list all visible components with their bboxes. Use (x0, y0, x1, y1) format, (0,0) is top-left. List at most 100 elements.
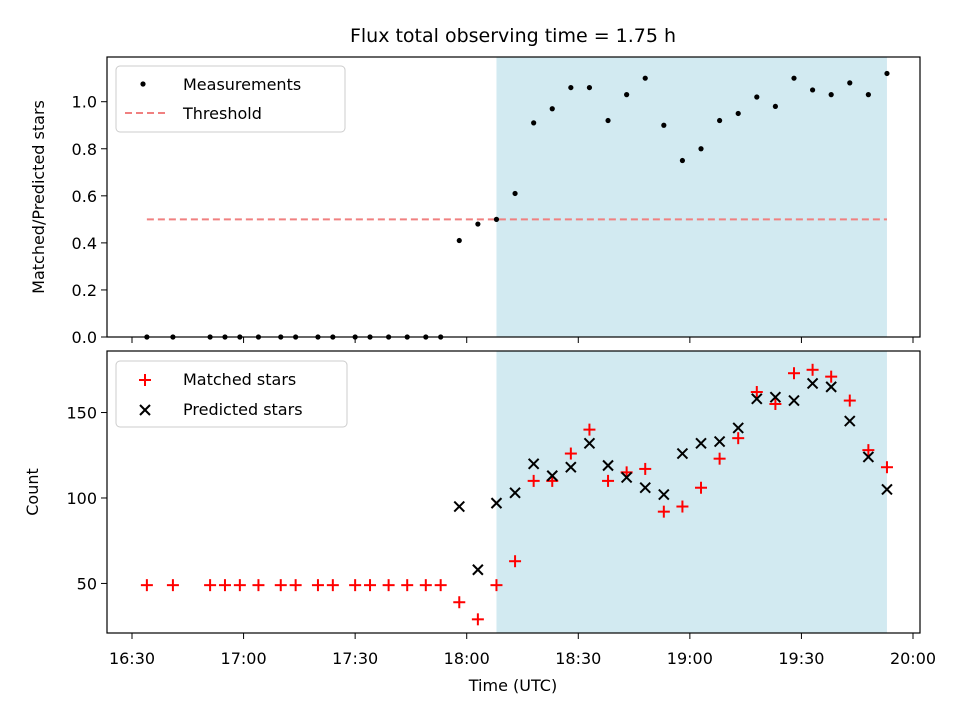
bottom-legend: Matched stars Predicted stars (115, 360, 348, 428)
predicted-star-point-b (546, 470, 558, 482)
x-tick-label: 17:30 (332, 649, 378, 668)
legend-predicted-marker (139, 404, 151, 416)
top-y-axis-label: Matched/Predicted stars (29, 100, 48, 294)
top-axes-frame (106, 56, 921, 338)
matched-star-point (401, 579, 414, 592)
matched-star-point (695, 481, 708, 494)
x-axis-label: Time (UTC) (468, 676, 557, 695)
predicted-star-point (472, 564, 484, 576)
legend-measurements-label: Measurements (183, 75, 301, 94)
measurement-point (791, 75, 797, 81)
predicted-star-point-b (490, 497, 503, 509)
legend-measurement-marker (140, 81, 146, 87)
bottom-y-axis-label: Count (23, 468, 42, 516)
predicted-star-point-b (509, 487, 521, 499)
bottom-y-tick-label: 150 (66, 404, 97, 423)
matched-star-point (140, 579, 153, 592)
matched-star-point (289, 579, 302, 592)
x-tick-label: 19:00 (667, 649, 713, 668)
legend-predicted-cross (139, 404, 151, 416)
predicted-star-point-b (844, 415, 856, 427)
predicted-star-point-b (639, 482, 651, 494)
matched-star-point (843, 394, 856, 407)
bottom-shaded-region (496, 351, 887, 633)
predicted-star-point-b (788, 394, 800, 407)
predicted-star-point (583, 437, 596, 449)
matched-star-point (382, 579, 395, 592)
matched-star-point (434, 579, 447, 592)
x-tick-label: 19:30 (778, 649, 824, 668)
measurement-point (568, 84, 574, 91)
matched-star-point (166, 579, 179, 592)
bottom-y-tick-label: 100 (66, 489, 97, 508)
matched-star-point (713, 452, 726, 465)
measurement-point (735, 110, 741, 117)
top-y-tick-label: 0.8 (72, 140, 97, 159)
predicted-star-point (769, 391, 782, 403)
measurement-point (456, 237, 462, 244)
matched-star-point (419, 579, 432, 592)
matched-star-point (880, 461, 893, 474)
top-shaded-region (496, 57, 887, 337)
predicted-star-point (453, 500, 465, 513)
measurement-point (828, 92, 834, 98)
predicted-star-point-b (881, 483, 893, 496)
matched-star-point (233, 579, 246, 592)
predicted-star-point-b (565, 461, 577, 473)
top-legend-box (115, 65, 346, 133)
predicted-star-point-b (713, 435, 726, 448)
bottom-axes-frame (106, 350, 921, 634)
predicted-star-point-b (825, 381, 837, 393)
matched-star-point (453, 596, 466, 609)
predicted-star-point (658, 488, 670, 501)
chart-title: Flux total observing time = 1.75 h (350, 25, 676, 47)
predicted-star-point (620, 471, 633, 484)
x-tick-label: 17:00 (221, 649, 267, 668)
predicted-star-point-b (862, 451, 875, 463)
measurement-point (586, 84, 593, 91)
top-y-tick-label: 0.4 (72, 234, 97, 253)
matched-star-point (509, 555, 522, 568)
measurement-point (605, 117, 611, 124)
legend-matched-plus (139, 374, 151, 386)
predicted-star-point (825, 381, 837, 393)
x-tick-label: 20:00 (890, 649, 936, 668)
predicted-star-point (806, 377, 819, 390)
predicted-star-point-b (620, 471, 633, 484)
measurement-point (549, 106, 555, 112)
matched-star-point (564, 447, 577, 460)
predicted-star-point-b (751, 393, 763, 405)
measurement-point (772, 103, 778, 110)
top-legend: Measurements Threshold (115, 65, 346, 133)
predicted-star-point (490, 497, 503, 509)
measurement-point (679, 157, 686, 164)
legend-threshold-label: Threshold (182, 104, 262, 123)
predicted-star-point-b (676, 447, 689, 460)
measurement-point (661, 122, 667, 128)
predicted-star-point (509, 487, 521, 499)
x-tick-label: 18:30 (555, 649, 601, 668)
matched-star-point (750, 386, 763, 399)
matched-star-point (311, 579, 324, 592)
top-panel: 0.0 0.2 0.4 0.6 0.8 1.0 Matched/Predicted sta… (29, 56, 921, 347)
top-y-tick-label: 0.6 (72, 187, 97, 206)
matched-star-point (583, 423, 596, 436)
predicted-star-point (788, 394, 800, 407)
predicted-star-point (527, 458, 540, 470)
measurement-point (642, 75, 648, 81)
predicted-star-point-b (453, 500, 465, 513)
predicted-star-point (546, 470, 558, 482)
bottom-panel: 16:30 17:00 17:30 18:00 18:30 19:00 19:30 20:00… (23, 350, 936, 695)
predicted-star-point (602, 459, 614, 472)
predicted-star-point (751, 393, 763, 405)
x-tick-label: 16:30 (109, 649, 155, 668)
predicted-star-point-b (769, 391, 782, 403)
predicted-star-point-b (583, 437, 596, 449)
matched-star-point (676, 500, 689, 513)
matched-star-point (252, 579, 265, 592)
matched-star-point (657, 505, 670, 518)
matched-star-point (806, 363, 819, 376)
measurement-point (698, 146, 704, 152)
matched-star-point (326, 579, 339, 592)
